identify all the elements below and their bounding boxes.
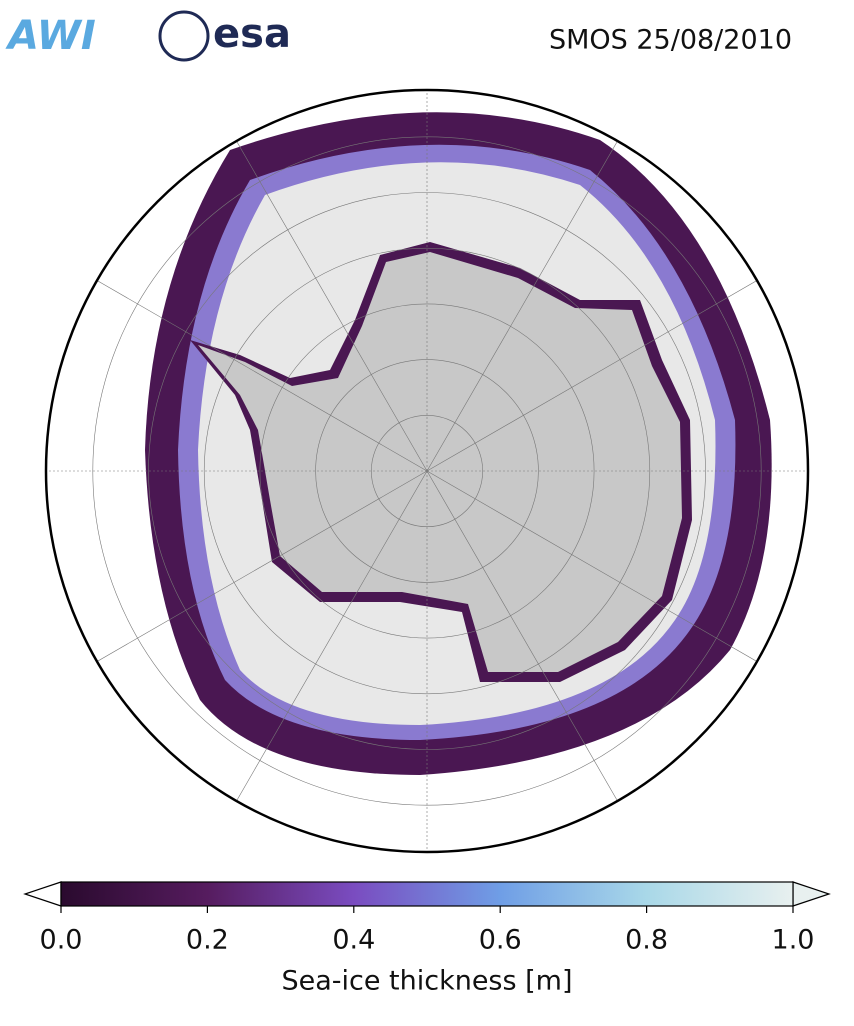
colorbar-label: Sea-ice thickness [m]	[281, 966, 572, 997]
latitude-circle	[259, 303, 595, 639]
colorbar-tick-label: 0.4	[332, 925, 375, 956]
latitude-circle	[92, 136, 762, 806]
meridian	[80, 270, 428, 472]
latitude-circle	[315, 359, 539, 583]
meridian	[426, 124, 628, 472]
colorbar-gradient	[60, 881, 794, 907]
title: SMOS 25/08/2010	[549, 25, 792, 56]
awi-logo: AWI	[5, 13, 96, 59]
meridian	[226, 124, 428, 472]
esa-emblem	[158, 10, 210, 62]
over-extension	[792, 881, 831, 907]
meridian	[426, 470, 628, 818]
logos: AWI esa	[5, 10, 291, 62]
colorbar: Sea-ice thickness [m] 0.0 0.2 0.4 0.6 0.8 1.0	[23, 881, 831, 997]
latitude-circle	[370, 414, 483, 527]
colorbar-tick-label: 1.0	[772, 925, 815, 956]
map	[46, 90, 808, 852]
meridian	[426, 270, 774, 472]
esa-logo: esa	[213, 11, 291, 57]
graticule	[46, 90, 808, 852]
latitude-circle	[148, 192, 706, 750]
latitude-circle	[203, 247, 651, 695]
antarctica	[198, 252, 682, 672]
colorbar-tick-label: 0.6	[479, 925, 522, 956]
colorbar-tick-label: 0.0	[40, 925, 83, 956]
meridian	[426, 470, 774, 672]
meridian	[226, 470, 428, 818]
colorbar-tick-label: 0.2	[186, 925, 229, 956]
map-frame	[44, 88, 810, 854]
colorbar-tick-label: 0.8	[625, 925, 668, 956]
meridian	[80, 470, 428, 672]
under-extension	[23, 881, 62, 907]
